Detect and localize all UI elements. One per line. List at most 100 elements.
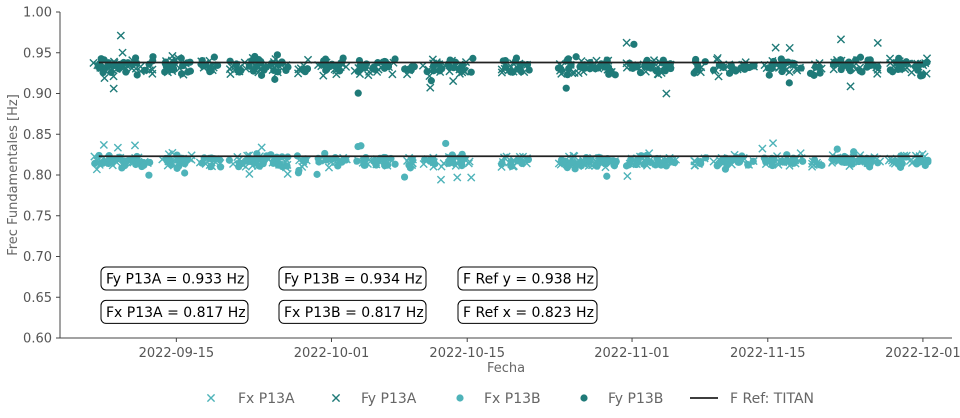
data-point-fy-p13a (662, 89, 671, 98)
y-tick-label: 0.80 (23, 169, 52, 184)
data-point-fx-p13a (610, 156, 620, 166)
data-point-fx-p13a (331, 157, 340, 166)
data-point-fy-p13a (812, 63, 821, 72)
data-point-fx-p13a (216, 158, 225, 168)
data-point-fy-p13a (657, 65, 666, 75)
data-point-fx-p13a (915, 153, 924, 162)
legend-label: Fy P13A (361, 391, 417, 407)
data-point-fy-p13a (846, 82, 855, 91)
data-point-fy-p13a (873, 38, 882, 48)
data-point-fy-p13a (227, 62, 236, 71)
data-point-fy-p13a (145, 66, 154, 75)
data-point-fy-p13a (118, 48, 127, 57)
data-point-fy-p13a (622, 38, 631, 47)
legend-label: Fx P13A (238, 391, 295, 407)
legend-marker (580, 394, 588, 402)
data-point-fy-p13a (762, 63, 771, 73)
data-point-fx-p13a (909, 157, 918, 166)
data-point-fy-p13a (364, 71, 373, 80)
data-point-fy-p13a (633, 63, 642, 72)
data-point-fy-p13a (872, 63, 881, 72)
data-point-fx-p13a (465, 157, 474, 166)
data-point-fy-p13a (402, 70, 412, 79)
data-point-fx-p13a (302, 156, 311, 165)
data-point-fy-p13a (729, 66, 738, 75)
data-point-fy-p13a (594, 64, 603, 73)
data-point-fy-p13a (913, 59, 922, 68)
data-point-fx-p13a (281, 163, 291, 172)
data-point-fy-p13a (697, 63, 706, 72)
annotation-box (457, 299, 598, 324)
data-point-fx-p13b (391, 160, 399, 168)
annotation-text: Fy P13B = 0.934 Hz (284, 272, 422, 288)
data-point-fx-p13a (467, 173, 476, 182)
data-point-fy-p13a (254, 63, 263, 72)
data-point-fx-p13a (499, 153, 509, 162)
data-point-fx-p13a (143, 158, 152, 168)
data-point-fy-p13b (273, 51, 281, 59)
data-point-fy-p13b (562, 84, 570, 92)
data-point-fx-p13a (273, 156, 282, 165)
data-point-fy-p13b (354, 89, 362, 97)
data-point-fy-p13a (179, 70, 188, 79)
data-point-fy-p13b (282, 66, 290, 75)
data-point-fy-p13a (500, 64, 509, 73)
data-point-fy-p13a (275, 62, 285, 72)
data-point-fy-p13a (711, 66, 720, 75)
data-point-fx-p13a (168, 148, 177, 157)
data-point-fy-p13a (449, 76, 458, 86)
y-tick-label: 0.65 (23, 291, 52, 306)
data-point-fx-p13a (354, 156, 363, 165)
data-point-fx-p13a (195, 158, 205, 167)
data-point-fy-p13a (372, 67, 382, 76)
y-tick-label: 0.95 (23, 46, 52, 61)
legend-marker (456, 394, 464, 402)
data-point-fx-p13a (264, 155, 273, 164)
data-point-fy-p13a (577, 56, 586, 66)
data-point-fx-p13a (452, 158, 461, 168)
data-point-fy-p13a (515, 59, 524, 68)
data-point-fx-p13a (635, 157, 644, 166)
data-point-fy-p13a (566, 65, 575, 74)
data-point-fy-p13a (205, 61, 215, 71)
legend-marker (331, 393, 341, 403)
data-point-fy-p13a (657, 68, 666, 77)
data-point-fx-p13a (730, 157, 739, 166)
data-point-fy-p13a (722, 62, 731, 71)
data-point-fx-p13a (179, 156, 188, 165)
legend-label: Fy P13B (608, 391, 663, 407)
data-point-fx-p13a (522, 159, 531, 168)
data-point-fy-p13a (885, 54, 895, 63)
data-point-fy-p13a (235, 67, 244, 76)
data-point-fy-p13a (167, 65, 177, 74)
data-point-fx-p13a (856, 151, 865, 160)
y-tick-label: 0.90 (23, 87, 52, 102)
data-point-fy-p13b (512, 54, 521, 62)
data-point-fy-p13a (355, 69, 365, 79)
data-point-fy-p13b (391, 55, 399, 63)
data-point-fx-p13a (90, 152, 99, 161)
data-point-fx-p13a (451, 161, 460, 170)
data-point-fy-p13a (424, 65, 433, 74)
annotation-text: Fx P13B = 0.817 Hz (284, 305, 424, 321)
data-point-fy-p13b (186, 67, 194, 75)
data-point-fy-p13a (855, 63, 865, 72)
y-tick-label: 0.85 (23, 128, 52, 143)
data-point-fx-p13a (564, 157, 574, 166)
data-point-fx-p13b (313, 170, 321, 178)
data-point-fx-p13a (625, 159, 634, 168)
data-point-fx-p13a (509, 155, 518, 165)
data-point-fy-p13a (889, 62, 898, 71)
data-point-fx-p13a (768, 139, 778, 148)
data-point-fy-p13a (131, 64, 141, 73)
data-point-fy-p13a (294, 65, 303, 74)
y-tick-label: 0.70 (23, 250, 52, 265)
data-point-fy-p13b (499, 57, 507, 65)
data-point-fy-p13a (136, 62, 145, 71)
data-point-fy-p13a (574, 68, 583, 78)
data-point-fy-p13a (388, 70, 397, 79)
data-point-fx-p13a (606, 159, 615, 168)
data-point-fx-p13a (807, 159, 817, 168)
data-point-fy-p13a (749, 62, 759, 71)
